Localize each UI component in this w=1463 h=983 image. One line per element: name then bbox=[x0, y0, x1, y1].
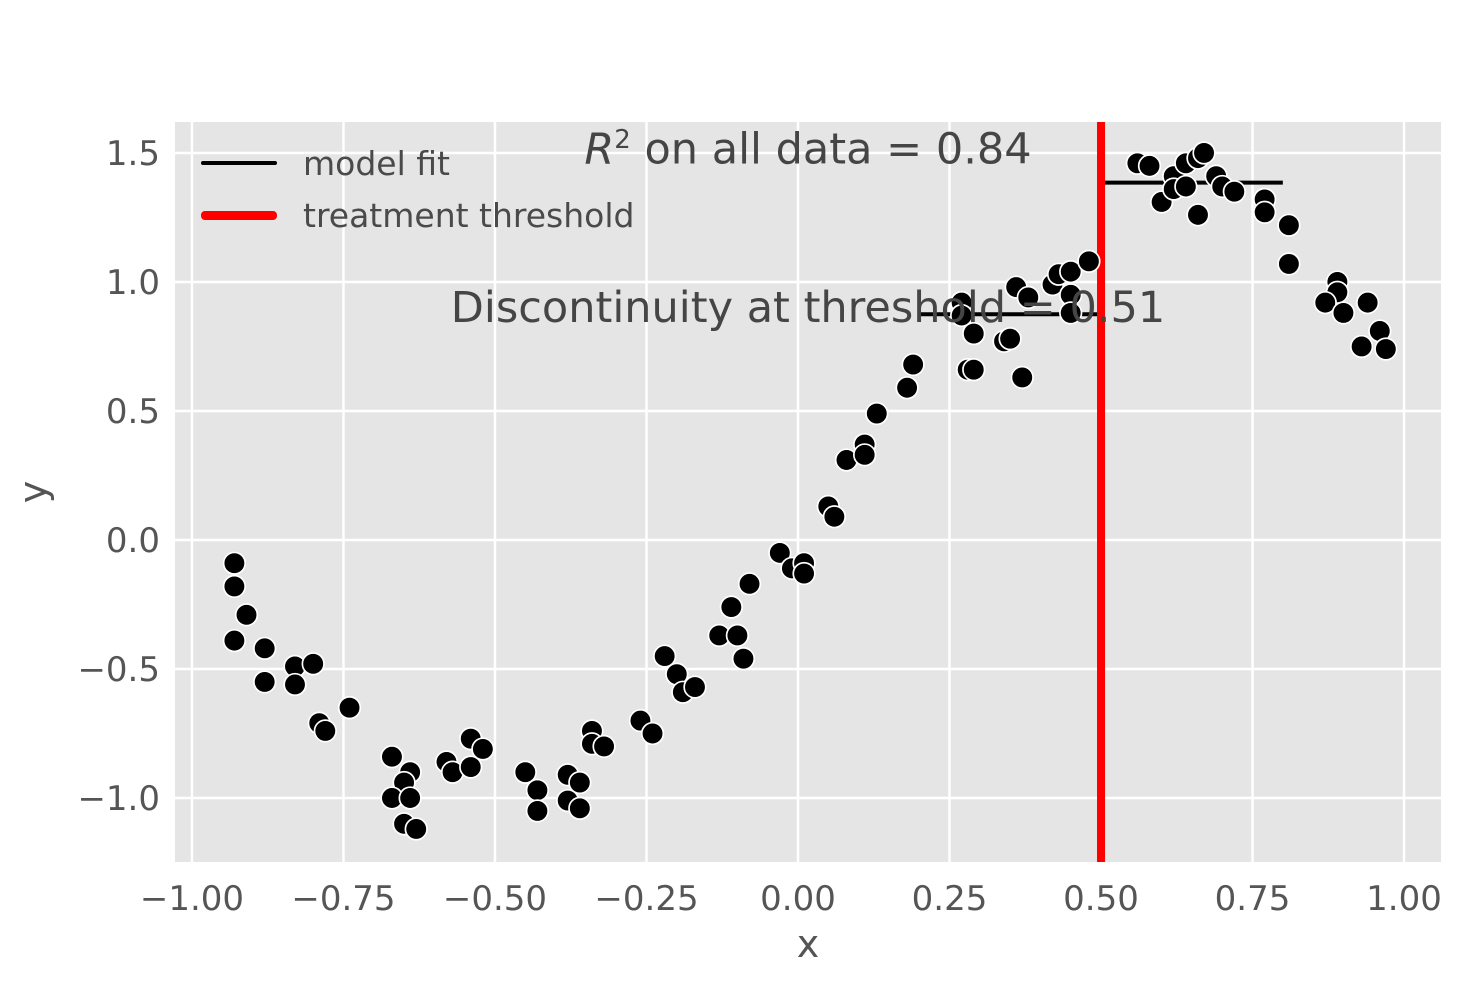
scatter-point bbox=[822, 505, 847, 529]
y-tick-label: −1.0 bbox=[77, 779, 160, 819]
x-tick-label: 1.00 bbox=[1366, 879, 1442, 919]
scatter-point bbox=[683, 675, 707, 699]
x-tick-label: 0.50 bbox=[1063, 879, 1139, 919]
scatter-point bbox=[337, 696, 362, 720]
model-fit-line-sample bbox=[201, 161, 277, 165]
x-tick-label: −1.00 bbox=[140, 879, 244, 919]
scatter-point bbox=[731, 647, 756, 671]
scatter-point bbox=[380, 745, 404, 769]
legend-item-treatment-threshold: treatment threshold bbox=[201, 195, 634, 235]
scatter-point bbox=[895, 376, 919, 400]
y-tick-label: 0.5 bbox=[106, 392, 160, 432]
scatter-point bbox=[725, 623, 750, 648]
scatter-point bbox=[1252, 200, 1277, 224]
x-tick-label: −0.25 bbox=[594, 879, 698, 919]
scatter-point bbox=[301, 652, 325, 676]
scatter-point bbox=[1137, 154, 1162, 178]
title-r-exponent: 2 bbox=[614, 125, 631, 155]
y-tick-label: 0.0 bbox=[106, 521, 160, 561]
legend-item-model-fit: model fit bbox=[201, 143, 634, 183]
treatment-threshold-line-sample bbox=[201, 210, 277, 220]
title-line-2: Discontinuity at threshold = 0.51 bbox=[450, 283, 1166, 334]
scatter-point bbox=[853, 443, 877, 467]
scatter-point bbox=[222, 551, 247, 575]
x-axis-label: x bbox=[797, 922, 820, 966]
x-tick-label: 0.25 bbox=[912, 879, 988, 919]
scatter-point bbox=[962, 321, 986, 346]
scatter-point bbox=[1313, 290, 1337, 315]
scatter-point bbox=[1077, 249, 1101, 273]
scatter-point bbox=[234, 603, 259, 627]
legend-label-model-fit: model fit bbox=[303, 143, 450, 183]
legend-label-treatment-threshold: treatment threshold bbox=[303, 195, 635, 235]
scatter-point bbox=[949, 303, 974, 328]
scatter-point bbox=[471, 737, 495, 761]
scatter-point bbox=[592, 734, 616, 759]
scatter-point bbox=[1016, 285, 1040, 310]
scatter-point bbox=[1186, 203, 1210, 227]
scatter-point bbox=[792, 561, 816, 586]
scatter-point bbox=[1277, 213, 1301, 237]
x-tick-label: −0.75 bbox=[291, 879, 395, 919]
y-tick-label: 1.0 bbox=[106, 263, 160, 303]
scatter-point bbox=[1192, 141, 1216, 165]
chart-title: R2 on all data = 0.84 Discontinuity at t… bbox=[175, 8, 1441, 441]
scatter-point bbox=[1277, 252, 1301, 276]
y-tick-label: −0.5 bbox=[77, 650, 160, 690]
x-tick-label: 0.00 bbox=[760, 879, 836, 919]
scatter-point bbox=[962, 358, 986, 382]
scatter-point bbox=[222, 574, 247, 599]
scatter-point bbox=[1331, 301, 1356, 325]
scatter-point bbox=[1349, 334, 1374, 359]
scatter-point bbox=[1059, 260, 1083, 284]
scatter-point bbox=[719, 595, 743, 619]
scatter-point bbox=[253, 670, 277, 694]
x-tick-label: −0.50 bbox=[443, 879, 547, 919]
scatter-point bbox=[313, 719, 337, 743]
scatter-point bbox=[1174, 174, 1198, 199]
scatter-point bbox=[1059, 301, 1083, 325]
scatter-point bbox=[222, 628, 247, 653]
scatter-point bbox=[737, 572, 762, 596]
scatter-point bbox=[525, 778, 550, 802]
scatter-point bbox=[568, 796, 592, 820]
scatter-point bbox=[1374, 337, 1398, 361]
legend: model fit treatment threshold bbox=[201, 143, 634, 235]
title-line-1: R2 on all data = 0.84 bbox=[175, 114, 1441, 176]
plot-area-background bbox=[175, 122, 1441, 862]
scatter-point bbox=[998, 327, 1022, 351]
y-tick-label: 1.5 bbox=[106, 134, 160, 174]
scatter-point bbox=[865, 401, 889, 426]
scatter-point bbox=[568, 770, 592, 795]
scatter-point bbox=[513, 760, 537, 784]
scatter-point bbox=[768, 541, 792, 565]
scatter-point bbox=[1010, 365, 1034, 390]
scatter-point bbox=[653, 644, 677, 668]
y-axis-label: y bbox=[11, 481, 55, 504]
x-tick-label: 0.75 bbox=[1215, 879, 1291, 919]
scatter-point bbox=[253, 636, 277, 661]
scatter-point bbox=[404, 817, 428, 841]
scatter-point bbox=[901, 352, 925, 377]
scatter-point bbox=[283, 672, 307, 697]
scatter-point bbox=[1222, 180, 1246, 204]
title-r-symbol: R bbox=[584, 124, 615, 175]
scatter-point bbox=[525, 799, 550, 823]
scatter-point bbox=[1356, 290, 1380, 315]
scatter-point bbox=[640, 721, 665, 746]
scatter-point bbox=[398, 786, 422, 810]
title-r2-text: on all data = 0.84 bbox=[630, 124, 1032, 175]
scatter-point bbox=[459, 755, 483, 779]
